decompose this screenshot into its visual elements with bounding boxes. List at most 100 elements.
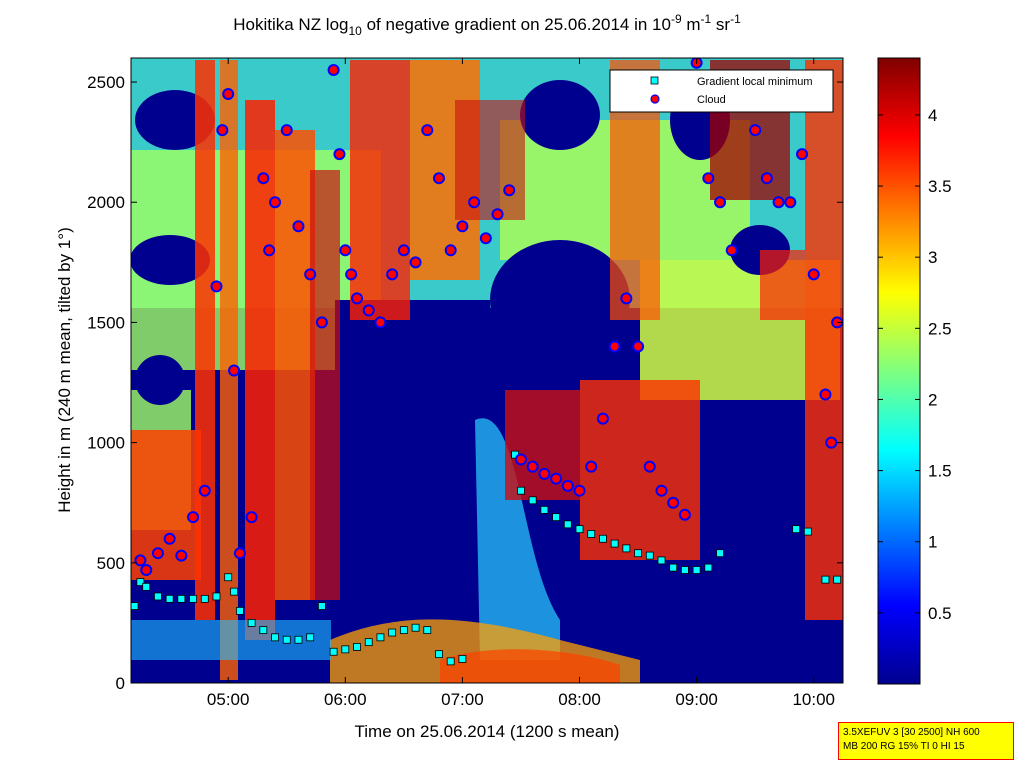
x-tick-label: 06:00	[324, 690, 367, 709]
y-tick-label: 500	[97, 554, 125, 573]
series-layer	[131, 58, 843, 666]
gradient-minimum-point	[353, 643, 361, 651]
gradient-minimum-point	[833, 575, 842, 584]
gradient-minimum-point	[177, 594, 186, 603]
gradient-minimum-point	[435, 650, 443, 659]
cloud-point	[386, 268, 399, 281]
cloud-point	[632, 340, 645, 353]
cloud-point	[421, 124, 434, 137]
gradient-minimum-point	[821, 575, 830, 584]
gradient-minimum-point	[364, 638, 373, 647]
cloud-point	[263, 244, 276, 257]
legend-minimum-marker	[650, 76, 659, 85]
plot-area	[130, 57, 844, 684]
cloud-point	[807, 268, 820, 281]
cloud-point	[216, 124, 229, 137]
cloud-point	[468, 196, 481, 209]
cloud-point	[819, 388, 832, 401]
cloud-point	[163, 532, 176, 545]
cloud-point	[304, 268, 317, 281]
gradient-minimum-point	[136, 578, 145, 586]
gradient-minimum-point	[704, 563, 713, 572]
gradient-minimum-point	[165, 594, 174, 603]
gradient-minimum-point	[552, 513, 560, 522]
gradient-minimum-point	[224, 573, 233, 582]
x-axis-label: Time on 25.06.2014 (1200 s mean)	[355, 722, 620, 741]
cloud-point	[585, 460, 598, 473]
cloud-point	[140, 564, 153, 577]
y-axis-label: Height in m (240 m mean, tilted by 1°)	[55, 227, 74, 513]
cloud-point	[134, 554, 147, 567]
colorbar-gradient	[877, 57, 921, 685]
cloud-point	[362, 304, 375, 317]
colorbar-ticks: 0.5 1 1.5 2 2.5 3 3.5 4	[878, 106, 952, 623]
colorbar-tick-label: 1.5	[928, 462, 952, 481]
gradient-minimum-point	[399, 626, 408, 635]
colorbar-tick-label: 2.5	[928, 319, 952, 338]
cloud-point	[643, 460, 656, 473]
y-tick-label: 1500	[87, 313, 125, 332]
cloud-point	[257, 172, 270, 185]
x-tick-label: 10:00	[792, 690, 835, 709]
gradient-minimum-point	[622, 544, 631, 553]
gradient-minimum-point	[271, 633, 279, 642]
x-axis: 05:00 06:00 07:00 08:00 09:00 10:00	[207, 58, 835, 709]
x-tick-label: 08:00	[558, 690, 601, 709]
cloud-point	[228, 364, 241, 377]
cloud-point	[573, 484, 586, 497]
colorbar-tick-label: 0.5	[928, 604, 952, 623]
gradient-minimum-point	[716, 549, 724, 558]
gradient-minimum-point	[446, 657, 455, 666]
cloud-point	[749, 124, 762, 137]
gradient-minimum-point	[423, 626, 432, 635]
plot-frame	[130, 57, 844, 684]
cloud-point	[222, 88, 235, 101]
gradient-minimum-point	[587, 530, 596, 538]
cloud-point	[432, 172, 445, 185]
cloud-point	[796, 148, 809, 161]
cloud-point	[269, 196, 282, 209]
gradient-minimum-point	[200, 594, 209, 603]
annotation-line-1: 3.5XEFUV 3 [30 2500] NH 600	[843, 727, 980, 738]
y-axis: 0 500 1000 1500 2000 2500	[87, 73, 843, 693]
gradient-minimum-point	[317, 602, 326, 610]
settings-annotation: 3.5XEFUV 3 [30 2500] NH 600 MB 200 RG 15…	[838, 722, 1014, 760]
colorbar-tick-label: 3	[928, 248, 937, 267]
gradient-minimum-point	[131, 602, 139, 610]
gradient-minimum-point	[411, 623, 420, 632]
chart-title: Hokitika NZ log10 of negative gradient o…	[233, 12, 741, 38]
cloud-point	[339, 244, 352, 257]
cloud-point	[655, 484, 668, 497]
gradient-minimum-point	[657, 556, 666, 565]
cloud-point	[620, 292, 633, 305]
cloud-point	[210, 280, 223, 293]
gradient-minimum-point	[669, 563, 678, 572]
cloud-point	[667, 496, 680, 509]
gradient-minimum-point	[645, 551, 654, 560]
gradient-minimum-point	[376, 633, 385, 642]
y-tick-label: 0	[116, 674, 125, 693]
cloud-point	[784, 196, 797, 209]
gradient-minimum-point	[599, 534, 607, 543]
cloud-point	[444, 244, 457, 257]
x-tick-label: 07:00	[441, 690, 484, 709]
gradient-minimum-point	[634, 549, 642, 558]
gradient-minimum-point	[142, 582, 151, 591]
gradient-minimum-point	[540, 506, 549, 514]
annotation-line-2: MB 200 RG 15% TI 0 HI 15	[843, 741, 965, 752]
gradient-minimum-point	[528, 496, 537, 505]
cloud-point	[678, 508, 691, 521]
cloud-point	[491, 208, 504, 221]
cloud-point	[345, 268, 358, 281]
gradient-minimum-point	[189, 594, 197, 603]
gradient-minimum-point	[282, 635, 291, 644]
gradient-minimum-point	[803, 527, 812, 536]
legend-cloud-marker	[650, 94, 660, 104]
cloud-point	[315, 316, 328, 329]
gradient-minimum-point	[610, 539, 619, 548]
colorbar-tick-label: 1	[928, 533, 937, 552]
legend-cloud-label: Cloud	[697, 94, 726, 106]
cloud-point	[245, 511, 258, 524]
cloud-point	[825, 436, 838, 449]
